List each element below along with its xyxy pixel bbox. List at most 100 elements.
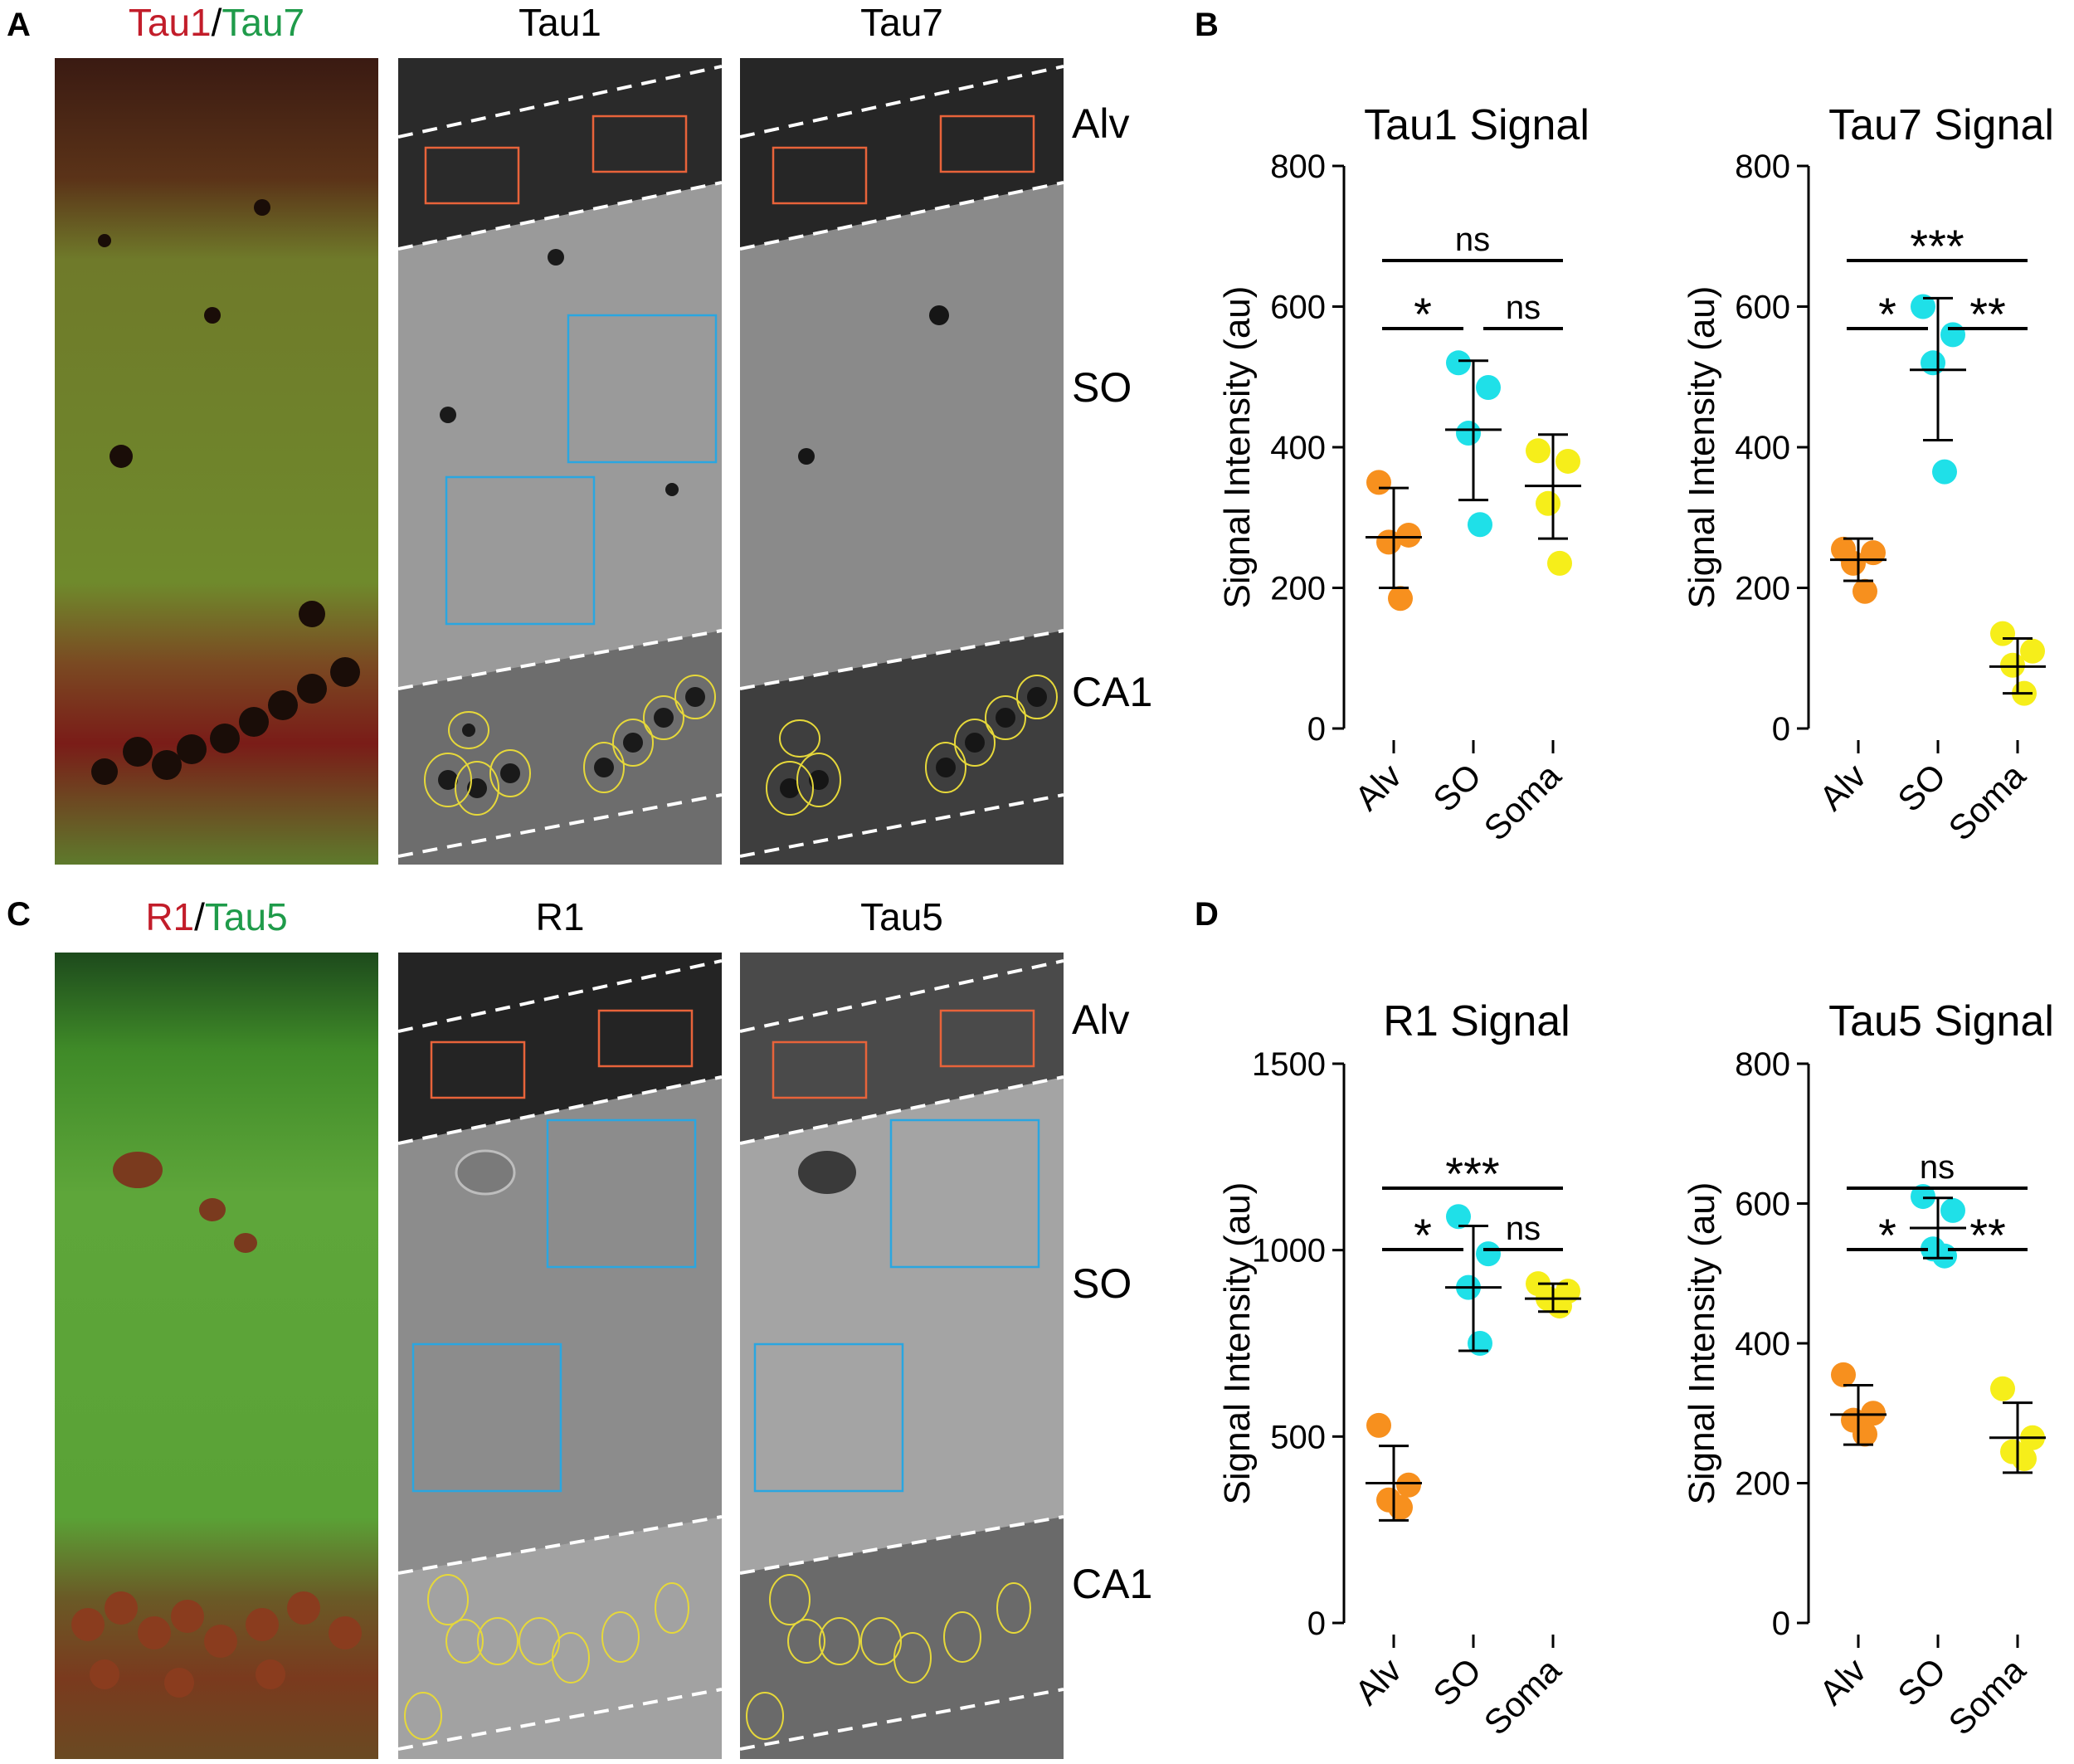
chart-svg: Tau1 Signal Signal Intensity (au) 0 200 400 6… <box>1217 101 1590 848</box>
x-tick-label: Alv <box>1812 1650 1874 1713</box>
chart-tau5-signal: Tau5 Signal Signal Intensity (au) 0 200 400 6… <box>1643 979 2074 1759</box>
chart-svg: R1 Signal Signal Intensity (au) 0 500 1000 15… <box>1217 997 1581 1742</box>
significance-label: * <box>1878 288 1896 340</box>
y-axis-label: Signal Intensity (au) <box>1682 286 1722 609</box>
chart-tau7-signal: Tau7 Signal Signal Intensity (au) 0 200 400 6… <box>1643 83 2074 896</box>
x-tick-label: Alv <box>1812 756 1874 818</box>
y-tick-label: 600 <box>1270 290 1326 326</box>
chart-title: Tau5 Signal <box>1828 997 2054 1045</box>
merge-title-green: Tau7 <box>222 1 305 44</box>
data-point <box>1831 1362 1856 1387</box>
y-tick-label: 800 <box>1735 1046 1790 1083</box>
data-point <box>1396 1472 1421 1498</box>
data-point <box>2012 1446 2037 1472</box>
panel-letter-b: B <box>1195 7 1219 43</box>
chart-title: Tau1 Signal <box>1364 101 1590 149</box>
significance-label: ns <box>1920 1149 1955 1186</box>
data-point <box>1446 1204 1471 1230</box>
data-point <box>1932 1243 1957 1269</box>
y-tick-label: 0 <box>1307 711 1326 748</box>
merge-image-c <box>55 953 378 1759</box>
y-tick-label: 200 <box>1735 571 1790 607</box>
x-tick-label: SO <box>1890 1650 1953 1713</box>
chart-svg: Tau7 Signal Signal Intensity (au) 0 200 400 6… <box>1682 101 2054 848</box>
significance-label: * <box>1878 1209 1896 1261</box>
chart-tau1-signal: Tau1 Signal Signal Intensity (au) 0 200 400 6… <box>1178 83 1609 896</box>
significance-label: ns <box>1455 222 1490 258</box>
data-point <box>1861 1401 1886 1426</box>
data-point <box>1536 490 1560 516</box>
merge-title-red: R1 <box>145 895 195 938</box>
y-tick-label: 400 <box>1735 430 1790 466</box>
y-tick-label: 1500 <box>1252 1046 1326 1083</box>
data-point <box>1940 322 1965 348</box>
y-tick-label: 800 <box>1735 149 1790 185</box>
x-tick-label: Alv <box>1347 756 1409 818</box>
significance-label: ** <box>1969 1209 2006 1261</box>
x-tick-label: Soma <box>1941 756 2033 848</box>
y-axis-label: Signal Intensity (au) <box>1217 1182 1258 1505</box>
data-point <box>1366 1412 1391 1438</box>
panel-letter-a: A <box>7 7 31 43</box>
data-point <box>1556 448 1580 474</box>
data-point <box>1852 1421 1877 1447</box>
data-point <box>1547 550 1572 576</box>
merge-title-c: R1/Tau5 <box>55 894 378 939</box>
region-label-ca1-c: CA1 <box>1072 1561 1153 1607</box>
y-tick-label: 400 <box>1270 430 1326 466</box>
region-label-alv-a: Alv <box>1072 100 1130 147</box>
merge-image-a <box>55 58 378 865</box>
x-tick-label: SO <box>1425 756 1488 819</box>
data-point <box>1841 550 1866 576</box>
merge-title-sep: / <box>194 895 205 938</box>
x-tick-label: Soma <box>1477 1650 1569 1742</box>
data-point <box>1468 512 1492 538</box>
chart-svg: Tau5 Signal Signal Intensity (au) 0 200 400 6… <box>1682 997 2054 1742</box>
x-tick-label: Soma <box>1477 756 1569 848</box>
y-tick-label: 200 <box>1270 571 1326 607</box>
region-label-alv-c: Alv <box>1072 997 1130 1043</box>
region-label-so-c: SO <box>1072 1260 1132 1307</box>
significance-label: ns <box>1506 1211 1541 1247</box>
data-point <box>1376 529 1401 555</box>
data-point <box>2000 652 2025 678</box>
data-point <box>1468 1331 1492 1356</box>
data-point <box>1366 470 1391 495</box>
chart-title: R1 Signal <box>1383 997 1570 1045</box>
data-point <box>1852 578 1877 604</box>
y-tick-label: 500 <box>1270 1419 1326 1455</box>
significance-label: *** <box>1910 220 1964 272</box>
significance-label: ** <box>1969 288 2006 340</box>
data-point <box>1911 1184 1935 1210</box>
gray-title-c2: Tau5 <box>860 895 943 938</box>
region-label-ca1-a: CA1 <box>1072 669 1153 715</box>
data-point <box>1990 1376 2015 1401</box>
significance-label: * <box>1414 1209 1432 1261</box>
y-axis-label: Signal Intensity (au) <box>1682 1182 1722 1505</box>
gray-title-c1: R1 <box>535 895 585 938</box>
y-tick-label: 400 <box>1735 1326 1790 1362</box>
x-tick-label: SO <box>1890 756 1953 819</box>
y-tick-label: 800 <box>1270 149 1326 185</box>
merge-title-red: Tau1 <box>128 1 212 44</box>
x-tick-label: SO <box>1425 1650 1488 1713</box>
gray-title-a2: Tau7 <box>860 1 943 44</box>
data-point <box>1547 1294 1572 1319</box>
y-tick-label: 200 <box>1735 1466 1790 1503</box>
data-point <box>1940 1197 1965 1223</box>
tau1-image <box>398 58 722 865</box>
region-label-so-a: SO <box>1072 364 1132 411</box>
chart-r1-signal: R1 Signal Signal Intensity (au) 0 500 1000 15… <box>1178 979 1609 1759</box>
x-tick-label: Alv <box>1347 1650 1409 1713</box>
y-tick-label: 0 <box>1772 711 1790 748</box>
data-point <box>1388 1494 1413 1520</box>
tau5-image <box>740 953 1064 1759</box>
merge-title-green: Tau5 <box>204 895 288 938</box>
significance-label: ns <box>1506 290 1541 326</box>
y-tick-label: 0 <box>1772 1606 1790 1642</box>
data-point <box>1388 586 1413 612</box>
chart-title: Tau7 Signal <box>1828 101 2054 149</box>
x-tick-label: Soma <box>1941 1650 2033 1742</box>
data-point <box>1396 522 1421 548</box>
merge-title-a: Tau1/Tau7 <box>55 0 378 45</box>
